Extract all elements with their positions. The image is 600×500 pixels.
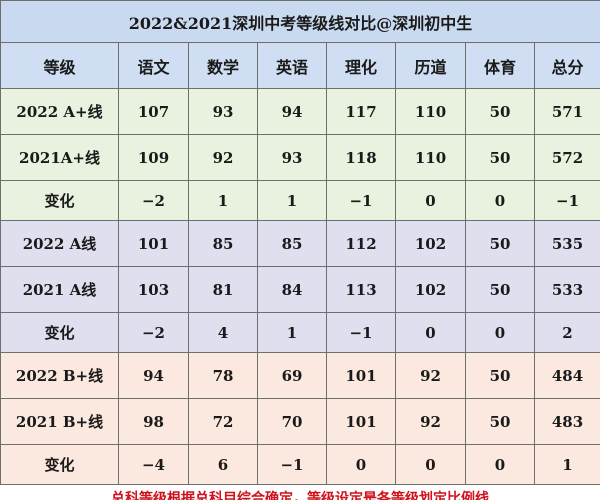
row-label: 2021 B+线 bbox=[1, 399, 119, 445]
table-cell: 484 bbox=[535, 353, 600, 399]
table-cell: 92 bbox=[396, 353, 466, 399]
table-cell: 101 bbox=[327, 399, 396, 445]
table-cell: 6 bbox=[189, 445, 258, 485]
table-cell: 107 bbox=[119, 89, 189, 135]
row-label: 变化 bbox=[1, 313, 119, 353]
table-cell: 0 bbox=[466, 313, 535, 353]
row-label: 变化 bbox=[1, 181, 119, 221]
column-header: 理化 bbox=[327, 43, 396, 89]
table-cell: 85 bbox=[258, 221, 327, 267]
table-cell: 50 bbox=[466, 89, 535, 135]
row-label: 变化 bbox=[1, 445, 119, 485]
table-cell: −2 bbox=[119, 313, 189, 353]
table-cell: 113 bbox=[327, 267, 396, 313]
table-cell: 84 bbox=[258, 267, 327, 313]
column-header: 等级 bbox=[1, 43, 119, 89]
table-cell: −4 bbox=[119, 445, 189, 485]
table-cell: 69 bbox=[258, 353, 327, 399]
table-cell: 50 bbox=[466, 267, 535, 313]
table-cell: 101 bbox=[327, 353, 396, 399]
table-cell: −1 bbox=[258, 445, 327, 485]
table-cell: 0 bbox=[466, 445, 535, 485]
table-cell: 92 bbox=[189, 135, 258, 181]
table-cell: 118 bbox=[327, 135, 396, 181]
table-cell: 103 bbox=[119, 267, 189, 313]
table-title: 2022&2021深圳中考等级线对比@深圳初中生 bbox=[1, 1, 600, 43]
column-header: 总分 bbox=[535, 43, 600, 89]
table-cell: −1 bbox=[535, 181, 600, 221]
table-cell: 0 bbox=[396, 445, 466, 485]
table-cell: 535 bbox=[535, 221, 600, 267]
table-cell: 0 bbox=[396, 181, 466, 221]
table-cell: −1 bbox=[327, 181, 396, 221]
column-header: 英语 bbox=[258, 43, 327, 89]
table-cell: 78 bbox=[189, 353, 258, 399]
table-cell: 50 bbox=[466, 353, 535, 399]
table-cell: 572 bbox=[535, 135, 600, 181]
table-cell: 102 bbox=[396, 221, 466, 267]
table-cell: −1 bbox=[327, 313, 396, 353]
table-cell: 571 bbox=[535, 89, 600, 135]
table-cell: 72 bbox=[189, 399, 258, 445]
header-row: 等级语文数学英语理化历道体育总分 bbox=[1, 43, 600, 89]
table-cell: 94 bbox=[119, 353, 189, 399]
table-cell: 81 bbox=[189, 267, 258, 313]
table-cell: 101 bbox=[119, 221, 189, 267]
table-cell: 1 bbox=[258, 313, 327, 353]
row-label: 2021A+线 bbox=[1, 135, 119, 181]
table-cell: 1 bbox=[535, 445, 600, 485]
table-cell: 1 bbox=[258, 181, 327, 221]
row-label: 2022 A+线 bbox=[1, 89, 119, 135]
table-cell: 109 bbox=[119, 135, 189, 181]
table-cell: 2 bbox=[535, 313, 600, 353]
table-cell: 110 bbox=[396, 135, 466, 181]
column-header: 语文 bbox=[119, 43, 189, 89]
table-cell: 50 bbox=[466, 399, 535, 445]
table-cell: 4 bbox=[189, 313, 258, 353]
row-label: 2022 B+线 bbox=[1, 353, 119, 399]
table-cell: 112 bbox=[327, 221, 396, 267]
table-cell: 50 bbox=[466, 221, 535, 267]
table-cell: 0 bbox=[396, 313, 466, 353]
table-cell: 92 bbox=[396, 399, 466, 445]
row-label: 2021 A线 bbox=[1, 267, 119, 313]
table-cell: 0 bbox=[327, 445, 396, 485]
table-cell: 1 bbox=[189, 181, 258, 221]
footnote: 总科等级根据总科目综合确定，等级设定是各等级划定比例线 bbox=[0, 488, 600, 500]
column-header: 体育 bbox=[466, 43, 535, 89]
grade-line-comparison-table: 2022&2021深圳中考等级线对比@深圳初中生 等级语文数学英语理化历道体育总… bbox=[0, 0, 600, 485]
table-cell: 102 bbox=[396, 267, 466, 313]
table-cell: 483 bbox=[535, 399, 600, 445]
table-cell: 94 bbox=[258, 89, 327, 135]
table-cell: 117 bbox=[327, 89, 396, 135]
column-header: 历道 bbox=[396, 43, 466, 89]
row-label: 2022 A线 bbox=[1, 221, 119, 267]
table-cell: 110 bbox=[396, 89, 466, 135]
table-cell: 93 bbox=[189, 89, 258, 135]
table-cell: 533 bbox=[535, 267, 600, 313]
table-cell: 50 bbox=[466, 135, 535, 181]
table-cell: 98 bbox=[119, 399, 189, 445]
table-cell: −2 bbox=[119, 181, 189, 221]
column-header: 数学 bbox=[189, 43, 258, 89]
table-cell: 0 bbox=[466, 181, 535, 221]
table-cell: 70 bbox=[258, 399, 327, 445]
table-cell: 93 bbox=[258, 135, 327, 181]
table-cell: 85 bbox=[189, 221, 258, 267]
